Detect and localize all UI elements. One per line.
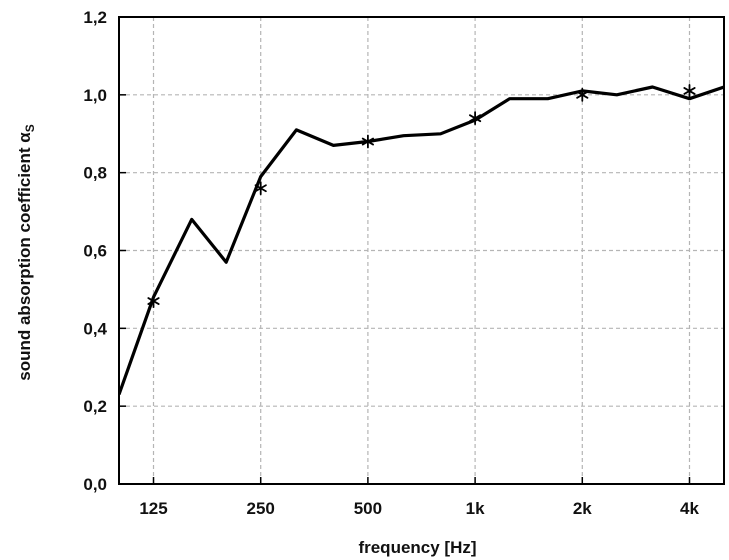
y-tick-label: 1,0 [83, 86, 107, 105]
x-tick-label: 500 [354, 499, 382, 518]
y-tick-label: 0,6 [83, 242, 107, 261]
star-marker [254, 181, 267, 196]
y-axis-title-main: sound absorption coefficient α [15, 132, 34, 381]
series-line [119, 85, 724, 396]
star-marker [147, 294, 160, 308]
x-axis-title: frequency [Hz] [358, 538, 476, 557]
star-marker [576, 87, 589, 102]
star-marker [469, 111, 482, 126]
y-tick-label: 0,0 [83, 475, 107, 494]
tick-labels: 125 250 500 1k 2k 4k 0,0 0,2 0,4 0,6 0,8 1,0 1,2 [83, 8, 699, 518]
x-tick-label: 4k [680, 499, 699, 518]
y-tick-label: 0,8 [83, 164, 107, 183]
y-tick-label: 0,4 [83, 319, 107, 338]
star-marker [361, 134, 374, 149]
y-axis-title: sound absorption coefficient αS [15, 124, 37, 380]
series-layer [119, 84, 724, 396]
y-tick-label: 0,2 [83, 397, 107, 416]
grid [119, 17, 724, 484]
star-marker [683, 84, 696, 98]
ticks [119, 16, 691, 485]
x-tick-label: 125 [139, 499, 167, 518]
y-tick-label: 1,2 [83, 8, 107, 27]
y-axis-title-subscript: S [23, 124, 37, 132]
x-tick-label: 1k [466, 499, 485, 518]
x-tick-label: 250 [247, 499, 275, 518]
x-tick-label: 2k [573, 499, 592, 518]
